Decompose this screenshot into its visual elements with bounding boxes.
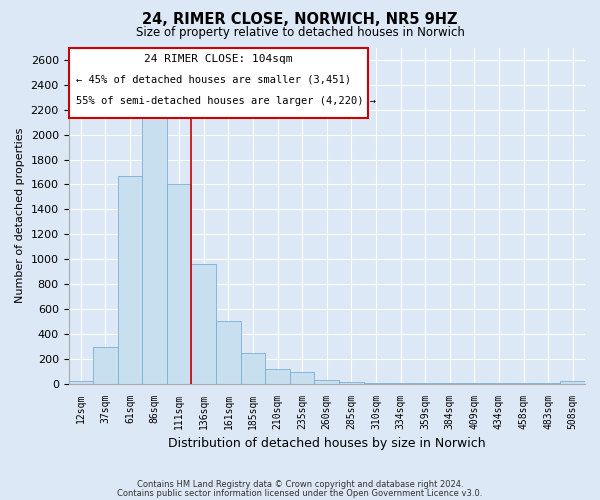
Bar (560, 381, 585, 384)
Bar (437, 383, 462, 384)
FancyBboxPatch shape (68, 48, 368, 118)
Text: ← 45% of detached houses are smaller (3,451): ← 45% of detached houses are smaller (3,… (76, 74, 351, 85)
Bar (191, 264, 216, 384)
Bar (118, 176, 142, 384)
Bar (265, 369, 290, 384)
Y-axis label: Number of detached properties: Number of detached properties (15, 128, 25, 304)
Text: 24 RIMER CLOSE: 104sqm: 24 RIMER CLOSE: 104sqm (144, 54, 293, 64)
Text: Size of property relative to detached houses in Norwich: Size of property relative to detached ho… (136, 26, 464, 39)
Bar (388, 383, 413, 384)
X-axis label: Distribution of detached houses by size in Norwich: Distribution of detached houses by size … (168, 437, 485, 450)
Bar (142, 118, 167, 384)
Text: 24, RIMER CLOSE, NORWICH, NR5 9HZ: 24, RIMER CLOSE, NORWICH, NR5 9HZ (142, 12, 458, 28)
Bar (93, 347, 118, 384)
Bar (413, 383, 437, 384)
Bar (290, 372, 314, 384)
Text: 55% of semi-detached houses are larger (4,220) →: 55% of semi-detached houses are larger (… (76, 96, 376, 106)
Bar (241, 352, 265, 384)
Bar (167, 184, 191, 384)
Text: Contains public sector information licensed under the Open Government Licence v3: Contains public sector information licen… (118, 488, 482, 498)
Bar (536, 383, 560, 384)
Bar (511, 383, 536, 384)
Bar (487, 383, 511, 384)
Text: Contains HM Land Registry data © Crown copyright and database right 2024.: Contains HM Land Registry data © Crown c… (137, 480, 463, 489)
Bar (462, 383, 487, 384)
Bar (364, 383, 388, 384)
Bar (68, 381, 93, 384)
Bar (216, 321, 241, 384)
Bar (339, 382, 364, 384)
Bar (314, 380, 339, 384)
